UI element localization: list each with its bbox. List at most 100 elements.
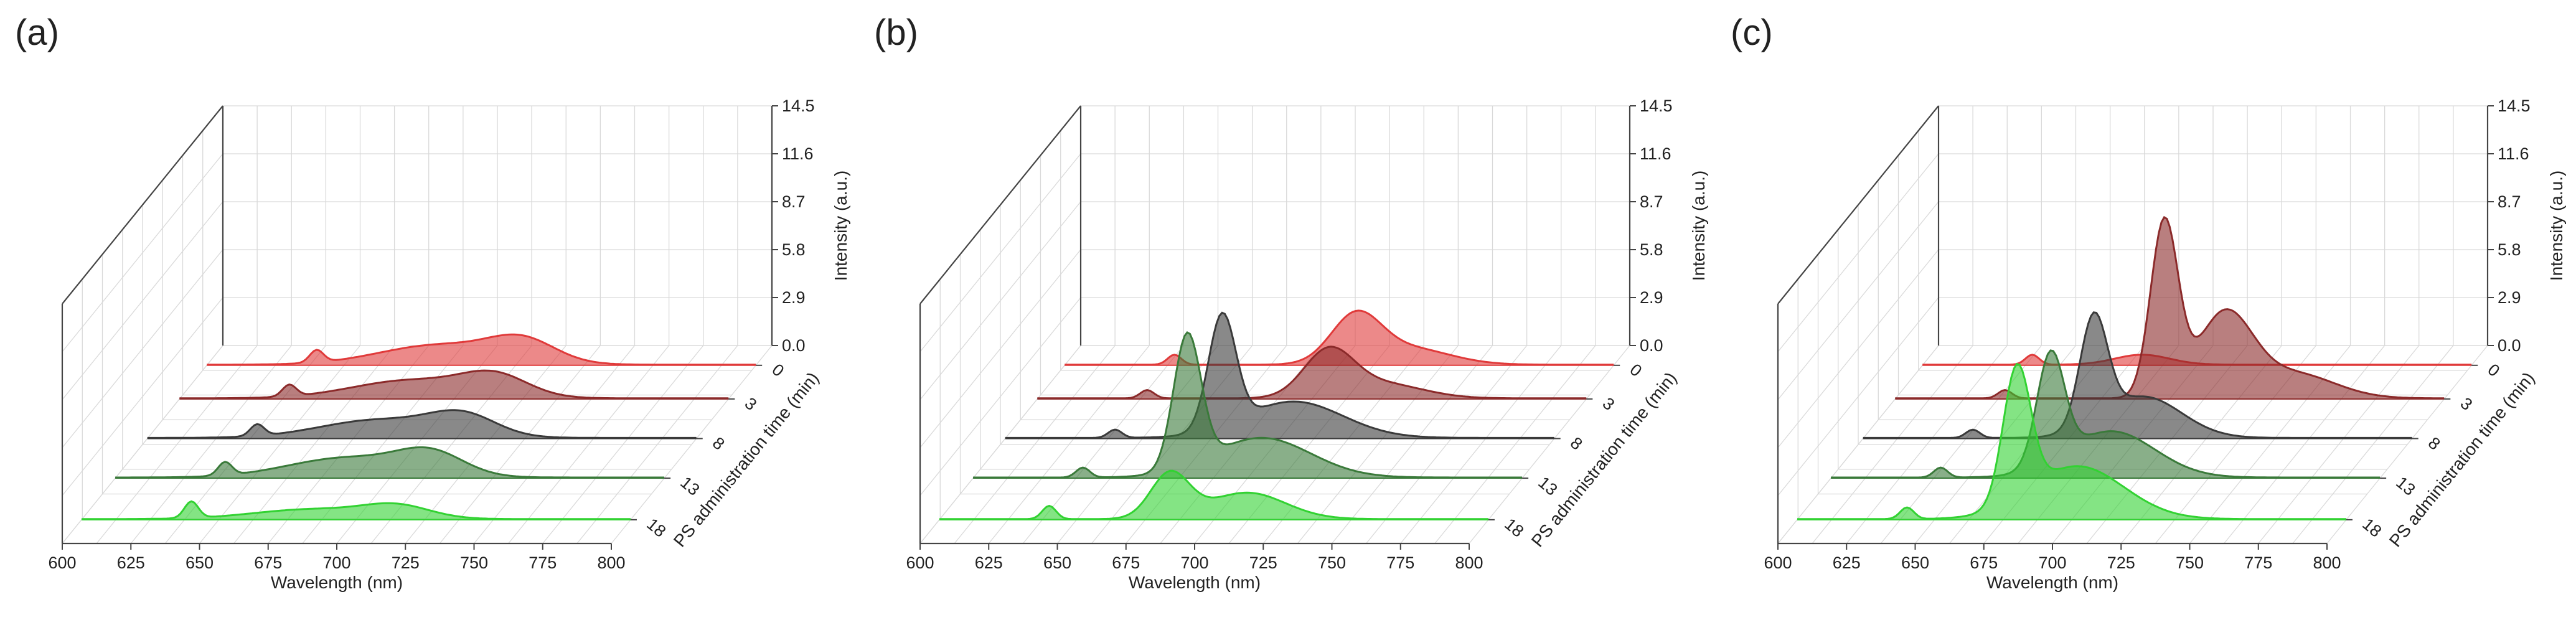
series-line	[1005, 311, 1554, 439]
series-line	[973, 331, 1523, 479]
x-axis-title: Wavelength (nm)	[1986, 573, 2118, 592]
series-area	[1065, 310, 1614, 365]
series-3-min	[179, 369, 729, 400]
series-area	[973, 332, 1523, 479]
panel-a: (a) 600 625 650 675 700 725 750 775 800 Wavelengt…	[15, 12, 850, 592]
z-tick-label: 11.6	[1640, 144, 1671, 163]
y-tick-label: 0	[768, 360, 787, 380]
series-0-min	[207, 333, 756, 366]
z-tick-label: 8.7	[1640, 192, 1663, 211]
z-tick-label: 0.0	[1640, 336, 1663, 355]
x-tick-label: 650	[186, 553, 214, 572]
y-tick-label: 0	[1626, 360, 1645, 380]
y-tick-label: 13	[677, 473, 703, 499]
x-tick-label: 800	[597, 553, 625, 572]
z-tick-label: 2.9	[782, 288, 806, 307]
y-tick-label: 18	[2359, 514, 2385, 540]
z-tick-labels: 0.0 2.9 5.8 8.7 11.6 14.5	[2488, 96, 2531, 355]
z-tick-labels: 0.0 2.9 5.8 8.7 11.6 14.5	[772, 96, 815, 355]
series-line	[1797, 362, 2346, 520]
x-tick-label: 700	[322, 553, 350, 572]
series-3-min	[1895, 215, 2445, 400]
y-tick-label: 3	[741, 393, 760, 414]
panel-label: (b)	[874, 12, 918, 53]
series-area	[1797, 364, 2346, 520]
series-area	[82, 501, 631, 520]
x-tick-label: 725	[1249, 553, 1277, 572]
series-area	[115, 447, 665, 479]
series-line	[1895, 215, 2445, 400]
z-axis-title: Intensity (a.u.)	[831, 171, 850, 281]
x-tick-label: 725	[2107, 553, 2135, 572]
series-18-min	[1797, 362, 2346, 520]
series-line	[207, 333, 756, 366]
y-tick-label: 13	[1535, 473, 1561, 499]
series-8-min	[1005, 311, 1554, 440]
z-tick-label: 14.5	[1640, 96, 1673, 115]
series-8-min	[147, 409, 697, 440]
x-tick-label: 675	[254, 553, 282, 572]
spectra	[81, 333, 756, 520]
series-line	[1065, 309, 1614, 366]
z-tick-label: 0.0	[782, 336, 806, 355]
z-tick-label: 2.9	[2498, 288, 2521, 307]
x-tick-label: 775	[529, 553, 557, 572]
z-tick-labels: 0.0 2.9 5.8 8.7 11.6 14.5	[1630, 96, 1673, 355]
x-tick-label: 625	[1833, 553, 1861, 572]
z-tick-label: 8.7	[782, 192, 806, 211]
axis-edge	[919, 105, 1081, 304]
series-area	[1037, 346, 1587, 399]
series-18-min	[81, 500, 631, 520]
z-tick-label: 8.7	[2498, 192, 2521, 211]
axis-edge	[62, 105, 223, 304]
y-tick-label: 8	[1567, 433, 1586, 454]
series-area	[1831, 350, 2381, 479]
series-3-min	[1037, 346, 1587, 400]
x-tick-labels: 600 625 650 675 700 725 750 775 800	[906, 543, 1483, 572]
panel-c: (c) 600 625 650 675 700 725 750 775 800 Wavelengt…	[1731, 12, 2566, 592]
x-tick-label: 700	[1180, 553, 1208, 572]
spectra	[1797, 215, 2472, 520]
z-axis-title: Intensity (a.u.)	[2547, 171, 2566, 281]
series-area	[179, 370, 729, 399]
x-tick-label: 650	[1901, 553, 1929, 572]
x-tick-label: 600	[906, 553, 934, 572]
y-tick-label: 8	[709, 433, 728, 454]
spectra	[939, 309, 1614, 520]
z-tick-label: 14.5	[782, 96, 815, 115]
panel-label: (c)	[1731, 12, 1773, 53]
x-tick-label: 625	[117, 553, 145, 572]
x-tick-label: 750	[2176, 553, 2204, 572]
x-tick-label: 750	[1318, 553, 1346, 572]
series-line	[1863, 311, 2412, 439]
x-tick-label: 775	[1386, 553, 1414, 572]
series-area	[1005, 313, 1554, 439]
x-tick-label: 650	[1043, 553, 1071, 572]
x-tick-label: 750	[460, 553, 488, 572]
series-18-min	[939, 469, 1488, 520]
series-area	[1863, 312, 2412, 439]
series-area	[207, 334, 756, 365]
z-tick-label: 0.0	[2498, 336, 2521, 355]
series-area	[939, 471, 1488, 520]
y-axis-title: PS administration time (min)	[1528, 369, 1681, 551]
x-tick-label: 625	[975, 553, 1003, 572]
x-tick-label: 600	[1764, 553, 1792, 572]
series-area	[1895, 217, 2445, 399]
z-tick-label: 5.8	[2498, 240, 2521, 259]
panel-label: (a)	[15, 12, 59, 53]
x-axis-title: Wavelength (nm)	[1129, 573, 1261, 592]
y-axis-title: PS administration time (min)	[670, 369, 823, 551]
x-tick-label: 725	[392, 553, 420, 572]
z-tick-label: 14.5	[2498, 96, 2531, 115]
x-tick-label: 775	[2244, 553, 2272, 572]
y-tick-label: 3	[2456, 393, 2476, 414]
series-line	[115, 446, 665, 479]
x-tick-label: 800	[2313, 553, 2341, 572]
y-tick-label: 8	[2425, 433, 2444, 454]
y-tick-label: 18	[1501, 514, 1527, 540]
series-13-min	[115, 446, 665, 479]
panel-b: (b) 600 625 650 675 700 725 750 775 800 Wavelengt…	[874, 12, 1708, 592]
x-tick-label: 675	[1970, 553, 1998, 572]
